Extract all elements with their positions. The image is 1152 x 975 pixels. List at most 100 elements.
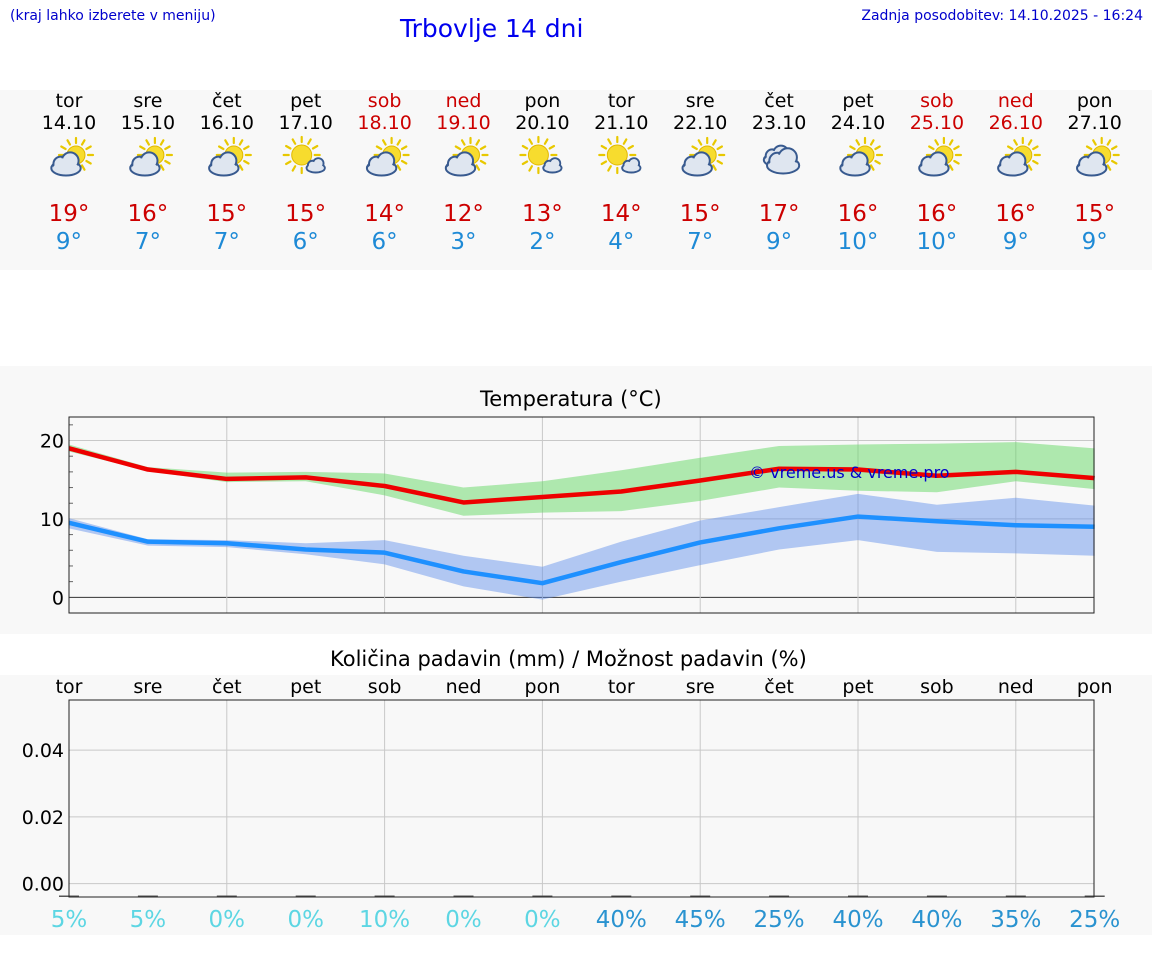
precip-bar: [848, 895, 868, 897]
y-tick-label: 0.04: [22, 740, 64, 762]
sun-ray: [948, 164, 954, 171]
sun-disc: [291, 144, 313, 166]
sun-ray: [375, 145, 383, 151]
partly-cloudy-icon: [1075, 136, 1120, 177]
mostly-sunny-icon: [282, 135, 326, 175]
partly-cloudy-icon: [839, 136, 884, 177]
precip-bar: [374, 895, 395, 897]
sun-ray: [238, 139, 244, 146]
sun-ray: [697, 139, 703, 146]
cloud-shape: [1075, 151, 1108, 177]
forecast-date: 26.10: [989, 112, 1043, 134]
last-update: Zadnja posodobitev: 14.10.2025 - 16:24: [861, 8, 1143, 24]
cloud-fill: [457, 153, 472, 168]
precip-bar: [1005, 895, 1026, 897]
cloud-shape: [765, 147, 801, 175]
sun-ray: [548, 144, 556, 150]
sun-ray: [479, 159, 487, 165]
sun-ray: [869, 139, 875, 146]
partly-cloudy-icon: [208, 136, 252, 177]
forecast-tmax: 16°: [838, 201, 879, 227]
forecast-day: sre: [686, 90, 715, 112]
mostly-sunny-icon: [519, 135, 563, 175]
precip-chance-label: 0%: [445, 907, 482, 933]
precip-chart-band: [0, 675, 1152, 935]
sun-ray: [80, 164, 86, 171]
forecast-tmax: 16°: [128, 201, 169, 227]
forecast-tmax: 13°: [522, 201, 563, 227]
forecast-tmax: 19°: [49, 201, 90, 227]
precip-chance-label: 5%: [51, 907, 88, 933]
sun-ray: [869, 164, 875, 171]
precip-day-label: sre: [133, 676, 162, 698]
sun-ray: [607, 165, 612, 172]
sun-ray: [521, 144, 529, 150]
cloud-shape: [621, 157, 642, 174]
forecast-date: 15.10: [121, 112, 175, 134]
cloud-fill: [931, 153, 946, 168]
sun-ray: [139, 145, 146, 151]
sun-ray: [396, 164, 402, 171]
forecast-tmax: 16°: [995, 201, 1036, 227]
watermark: © vreme.us & vreme.pro: [749, 463, 950, 482]
forecast-day: tor: [56, 90, 83, 112]
y-tick-label: 0.00: [22, 874, 64, 896]
sun-ray: [874, 159, 881, 165]
cloud-fill: [629, 159, 639, 168]
sun-ray: [243, 145, 250, 151]
cloud-shape: [918, 151, 950, 177]
sun-ray: [60, 145, 67, 151]
forecast-day: tor: [608, 90, 635, 112]
y-tick-label: 20: [40, 431, 64, 453]
cloud-shape: [444, 151, 477, 177]
sun-ray: [238, 164, 244, 171]
cloud-shape: [997, 151, 1029, 177]
forecast-tmin: 7°: [214, 229, 240, 255]
precip-chance-label: 0%: [287, 907, 324, 933]
min-temp-line: [68, 514, 1095, 586]
forecast-tmin: 9°: [766, 229, 792, 255]
page-title: Trbovlje 14 dni: [400, 14, 584, 43]
forecast-tmin: 4°: [608, 229, 634, 255]
sun-ray: [855, 139, 861, 146]
sun-ray: [528, 138, 534, 145]
cloud-fill: [1010, 153, 1024, 168]
sun-ray: [953, 145, 960, 151]
cloud-shape: [681, 151, 713, 177]
precip-day-label: čet: [764, 676, 794, 698]
sun-ray: [311, 144, 319, 150]
sun-ray: [479, 145, 487, 151]
max-temp-line: [68, 446, 1095, 505]
sun-ray: [243, 159, 250, 165]
partly-cloudy-icon: [129, 136, 173, 177]
precip-chance-label: 5%: [130, 907, 167, 933]
sun-ray: [164, 159, 171, 165]
precip-bar: [137, 895, 158, 897]
forecast-tmax: 17°: [759, 201, 800, 227]
sun-ray: [691, 145, 698, 151]
forecast-tmin: 10°: [838, 229, 879, 255]
forecast-day: ned: [998, 90, 1034, 112]
cloud-fill: [852, 153, 867, 168]
partly-cloudy-icon: [50, 136, 95, 177]
precip-day-label: ned: [446, 676, 482, 698]
forecast-day: pet: [290, 90, 321, 112]
sun-ray: [285, 144, 292, 150]
sun-ray: [934, 139, 940, 146]
y-tick-label: 0: [52, 587, 64, 609]
forecast-tmax: 14°: [364, 201, 405, 227]
precip-chart-title: Količina padavin (mm) / Možnost padavin …: [330, 647, 807, 671]
forecast-tmax: 12°: [443, 201, 484, 227]
forecast-date: 14.10: [42, 112, 96, 134]
forecast-tmax: 14°: [601, 201, 642, 227]
sun-ray: [600, 144, 608, 150]
precip-bar: [769, 895, 790, 897]
forecast-day: pon: [1077, 90, 1113, 112]
forecast-date: 22.10: [673, 112, 727, 134]
cloud-fill: [142, 153, 157, 168]
forecast-date: 18.10: [357, 112, 411, 134]
forecast-date: 16.10: [200, 112, 254, 134]
cloudy-icon: [762, 144, 801, 175]
precip-chance-label: 35%: [990, 907, 1041, 933]
